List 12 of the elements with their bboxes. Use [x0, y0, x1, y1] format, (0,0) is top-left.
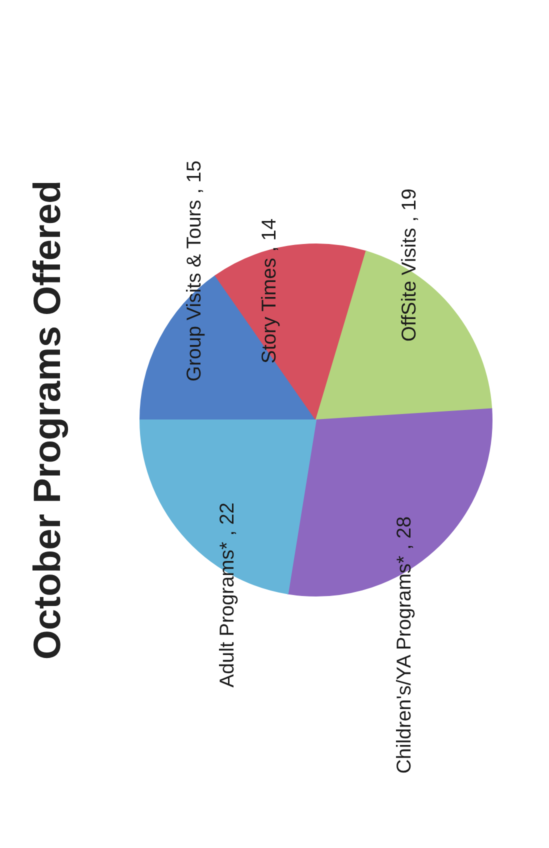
- slice-label: Adult Programs*: [216, 542, 238, 688]
- data-label: , 22: [216, 502, 238, 536]
- slice-label: Story Times: [258, 258, 280, 364]
- slice-label: OffSite Visits: [398, 228, 420, 342]
- data-label: , 28: [393, 516, 416, 550]
- slice-label: Children's/YA Programs*: [393, 555, 416, 774]
- data-label: , 19: [398, 188, 420, 222]
- data-label: , 15: [183, 160, 206, 194]
- text: October Programs Offered: [27, 180, 70, 660]
- slice-label: Group Visits & Tours: [183, 200, 206, 382]
- pie-slice: [214, 244, 367, 420]
- data-label: , 14: [258, 218, 280, 252]
